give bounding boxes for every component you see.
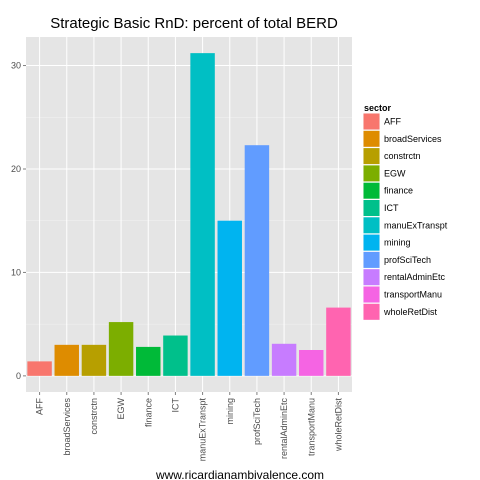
x-tick-label: ICT <box>170 398 180 413</box>
y-tick-label: 20 <box>11 164 21 174</box>
bar-ICT <box>163 335 188 376</box>
y-axis: 0 10 20 30 <box>11 61 26 381</box>
x-tick-label: EGW <box>116 397 126 419</box>
bar-rentalAdminEtc <box>271 343 297 376</box>
x-tick-label: transportManu <box>306 398 316 456</box>
legend-label-manuExTranspt: manuExTranspt <box>384 220 448 230</box>
legend-title: sector <box>364 103 392 113</box>
legend-swatch-profSciTech <box>363 251 380 268</box>
bar-AFF <box>27 361 52 376</box>
legend-label-AFF: AFF <box>384 117 402 127</box>
x-tick-label: wholeRetDist <box>333 398 343 453</box>
legend-label-profSciTech: profSciTech <box>384 255 431 265</box>
bar-transportManu <box>299 350 324 376</box>
legend-swatch-ICT <box>363 200 380 216</box>
bar-wholeRetDist <box>326 307 351 376</box>
y-tick-label: 10 <box>11 267 21 277</box>
legend-swatch-wholeRetDist <box>363 303 380 320</box>
legend-swatch-AFF <box>363 113 380 130</box>
bar-broadServices <box>54 344 79 376</box>
caption: www.ricardianambivalence.com <box>155 468 324 480</box>
legend: sector AFF broadServices constrctn EGW finan… <box>362 103 448 321</box>
bar-profSciTech <box>244 145 270 376</box>
legend-label-EGW: EGW <box>384 168 406 178</box>
x-tick-label: finance <box>143 398 153 427</box>
legend-swatch-transportManu <box>363 286 380 303</box>
bar-finance <box>136 346 161 376</box>
legend-label-ICT: ICT <box>384 203 399 213</box>
x-tick-label: manuExTranspt <box>198 398 208 462</box>
x-tick-label: AFF <box>35 397 45 415</box>
legend-swatch-mining <box>363 234 380 251</box>
legend-swatch-finance <box>363 182 380 199</box>
x-axis: AFF broadServices constrctn EGW finance ICT ma… <box>35 392 343 462</box>
bar-manuExTranspt <box>190 53 215 376</box>
x-tick-label: rentalAdminEtc <box>279 398 289 460</box>
legend-swatch-constrctn <box>363 148 380 165</box>
bars <box>27 53 351 376</box>
legend-label-finance: finance <box>384 186 413 196</box>
x-tick-label: broadServices <box>62 398 72 456</box>
bar-EGW <box>108 322 134 376</box>
legend-label-broadServices: broadServices <box>384 134 442 144</box>
bar-mining <box>217 220 242 376</box>
x-tick-label: mining <box>225 398 235 425</box>
chart-title: Strategic Basic RnD: percent of total BE… <box>50 15 338 32</box>
y-tick-label: 30 <box>11 61 21 71</box>
legend-swatch-manuExTranspt <box>363 217 380 234</box>
x-tick-label: profSciTech <box>252 398 262 445</box>
x-tick-label: constrctn <box>89 398 99 435</box>
legend-swatch-EGW <box>363 165 380 182</box>
legend-swatch-rentalAdminEtc <box>363 269 380 286</box>
bar-constrctn <box>81 344 107 376</box>
legend-label-mining: mining <box>384 238 411 248</box>
legend-swatch-broadServices <box>363 130 380 147</box>
legend-label-constrctn: constrctn <box>384 151 421 161</box>
y-tick-label: 0 <box>16 371 21 381</box>
legend-label-wholeRetDist: wholeRetDist <box>383 307 438 317</box>
legend-label-transportManu: transportManu <box>384 290 442 300</box>
legend-label-rentalAdminEtc: rentalAdminEtc <box>384 272 446 282</box>
plot-panel <box>26 37 352 392</box>
